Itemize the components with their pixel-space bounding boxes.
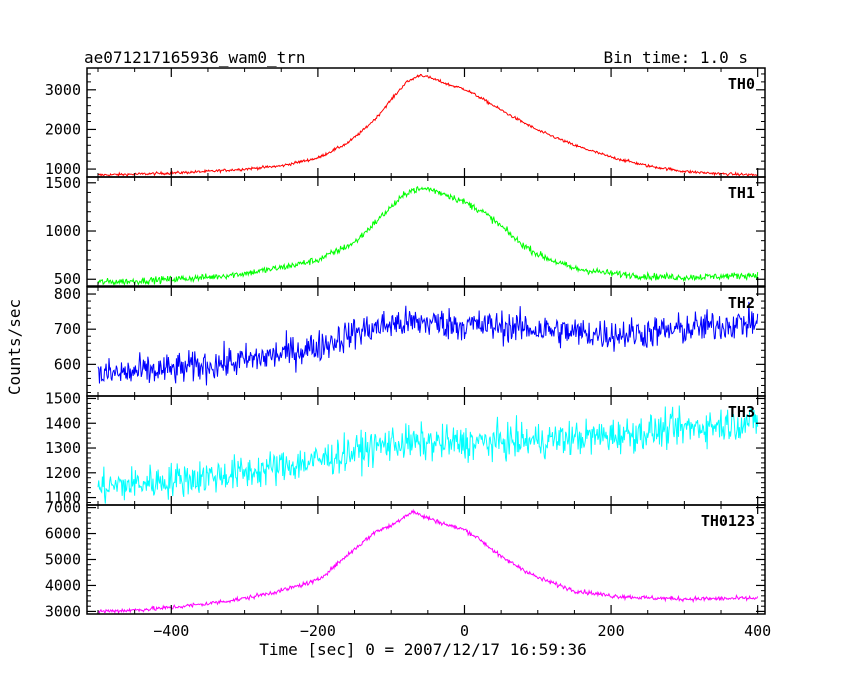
panel-label: TH0123 — [701, 512, 755, 530]
panel-th0: 1000 2000 3000 TH0 — [45, 67, 766, 178]
y-tick-label: 500 — [54, 270, 81, 288]
panel-frame — [86, 67, 766, 178]
panel-th1: 500 1000 1500 TH1 — [45, 174, 766, 288]
y-tick-label: 3000 — [45, 81, 81, 99]
panel-label: TH2 — [728, 294, 755, 312]
series-line-th0 — [97, 73, 759, 177]
y-tick-label: 700 — [54, 320, 81, 338]
panel-frame — [86, 176, 766, 287]
x-tick-label: 200 — [598, 622, 625, 640]
y-tick-label: 1000 — [45, 222, 81, 240]
bin-time-label: Bin time: 1.0 s — [604, 48, 749, 67]
panel-th2: 600 700 800 TH2 — [54, 285, 766, 397]
x-tick-label: −400 — [153, 622, 189, 640]
x-tick-label: 400 — [744, 622, 771, 640]
panel-th3: 1100 1200 1300 1400 1500 TH3 — [45, 389, 766, 507]
y-tick-label: 6000 — [45, 525, 81, 543]
y-axis-label: Counts/sec — [5, 299, 24, 395]
x-tick-label: −200 — [300, 622, 336, 640]
y-tick-label: 3000 — [45, 602, 81, 620]
y-tick-label: 7000 — [45, 499, 81, 517]
y-tick-label: 1000 — [45, 160, 81, 178]
series-line-th3 — [97, 405, 759, 504]
y-tick-label: 5000 — [45, 551, 81, 569]
panel-th0123: 3000 4000 5000 6000 7000 TH0123 — [45, 499, 766, 620]
y-tick-label: 4000 — [45, 576, 81, 594]
panel-label: TH3 — [728, 403, 755, 421]
chart-title: ae071217165936_wam0_trn — [84, 48, 306, 67]
series-line-th2 — [97, 301, 759, 386]
panel-frame — [86, 286, 766, 397]
y-tick-label: 1500 — [45, 174, 81, 192]
y-tick-label: 2000 — [45, 120, 81, 138]
series-line-th1 — [97, 185, 759, 286]
panel-label: TH0 — [728, 75, 755, 93]
series-line-th0123 — [97, 508, 759, 615]
y-tick-label: 1500 — [45, 389, 81, 407]
panel-label: TH1 — [728, 184, 755, 202]
x-axis-label: Time [sec] 0 = 2007/12/17 16:59:36 — [259, 640, 587, 659]
y-tick-label: 1100 — [45, 489, 81, 507]
y-tick-label: 600 — [54, 355, 81, 373]
y-tick-label: 1200 — [45, 464, 81, 482]
y-tick-label: 800 — [54, 285, 81, 303]
y-tick-label: 1400 — [45, 414, 81, 432]
x-tick-label: 0 — [460, 622, 469, 640]
y-tick-label: 1300 — [45, 439, 81, 457]
